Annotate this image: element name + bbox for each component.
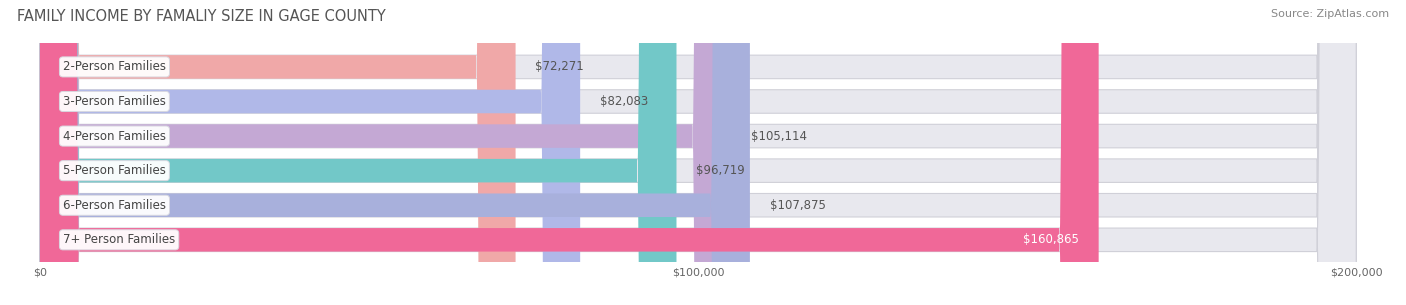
FancyBboxPatch shape: [39, 0, 1357, 305]
Text: $82,083: $82,083: [600, 95, 648, 108]
FancyBboxPatch shape: [39, 0, 749, 305]
FancyBboxPatch shape: [39, 0, 516, 305]
Text: $96,719: $96,719: [696, 164, 745, 177]
FancyBboxPatch shape: [39, 0, 1357, 305]
FancyBboxPatch shape: [39, 0, 1357, 305]
Text: $105,114: $105,114: [751, 130, 807, 142]
Text: 7+ Person Families: 7+ Person Families: [63, 233, 176, 246]
FancyBboxPatch shape: [39, 0, 581, 305]
FancyBboxPatch shape: [39, 0, 1357, 305]
Text: 6-Person Families: 6-Person Families: [63, 199, 166, 212]
FancyBboxPatch shape: [39, 0, 1357, 305]
Text: 4-Person Families: 4-Person Families: [63, 130, 166, 142]
FancyBboxPatch shape: [39, 0, 1357, 305]
FancyBboxPatch shape: [39, 0, 676, 305]
Text: 5-Person Families: 5-Person Families: [63, 164, 166, 177]
Text: FAMILY INCOME BY FAMALIY SIZE IN GAGE COUNTY: FAMILY INCOME BY FAMALIY SIZE IN GAGE CO…: [17, 9, 385, 24]
FancyBboxPatch shape: [39, 0, 1098, 305]
FancyBboxPatch shape: [39, 0, 731, 305]
Text: 3-Person Families: 3-Person Families: [63, 95, 166, 108]
Text: $72,271: $72,271: [536, 60, 583, 74]
Text: $107,875: $107,875: [769, 199, 825, 212]
Text: 2-Person Families: 2-Person Families: [63, 60, 166, 74]
Text: $160,865: $160,865: [1024, 233, 1078, 246]
Text: Source: ZipAtlas.com: Source: ZipAtlas.com: [1271, 9, 1389, 19]
